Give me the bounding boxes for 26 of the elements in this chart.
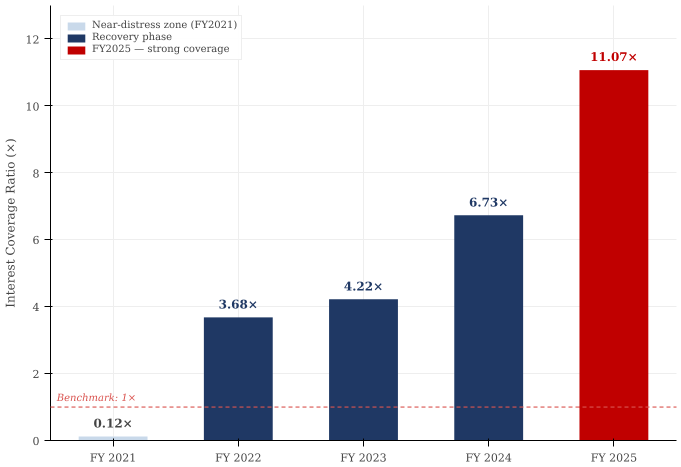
y-tick-label: 4 <box>32 301 40 314</box>
y-tick-label: 6 <box>32 234 40 248</box>
data-label: 4.22× <box>344 279 384 294</box>
x-tick-label: FY 2021 <box>90 452 136 464</box>
bar <box>579 70 648 440</box>
data-label: 0.12× <box>93 416 133 430</box>
data-label: 6.73× <box>469 195 508 210</box>
legend-label: Near-distress zone (FY2021) <box>92 20 238 31</box>
x-tick-label: FY 2022 <box>215 452 262 464</box>
x-tick-label: FY 2024 <box>466 452 512 464</box>
bar <box>329 299 398 440</box>
y-tick-label: 10 <box>26 100 40 114</box>
legend-label: FY2025 — strong coverage <box>92 44 230 55</box>
data-label: 11.07× <box>590 50 638 64</box>
legend-label: Recovery phase <box>92 32 172 43</box>
ref-line-label: Benchmark: 1× <box>56 393 136 404</box>
x-tick-label: FY 2023 <box>340 452 387 464</box>
y-axis-title: Interest Coverage Ratio (×) <box>4 138 18 308</box>
y-tick-label: 8 <box>32 167 40 180</box>
bar <box>204 317 273 440</box>
data-label: 3.68× <box>218 297 258 312</box>
y-tick-label: 0 <box>32 435 40 448</box>
x-tick-label: FY 2025 <box>590 452 638 464</box>
y-tick-label: 12 <box>26 33 40 46</box>
y-tick-label: 2 <box>32 368 40 382</box>
bar <box>454 215 524 440</box>
